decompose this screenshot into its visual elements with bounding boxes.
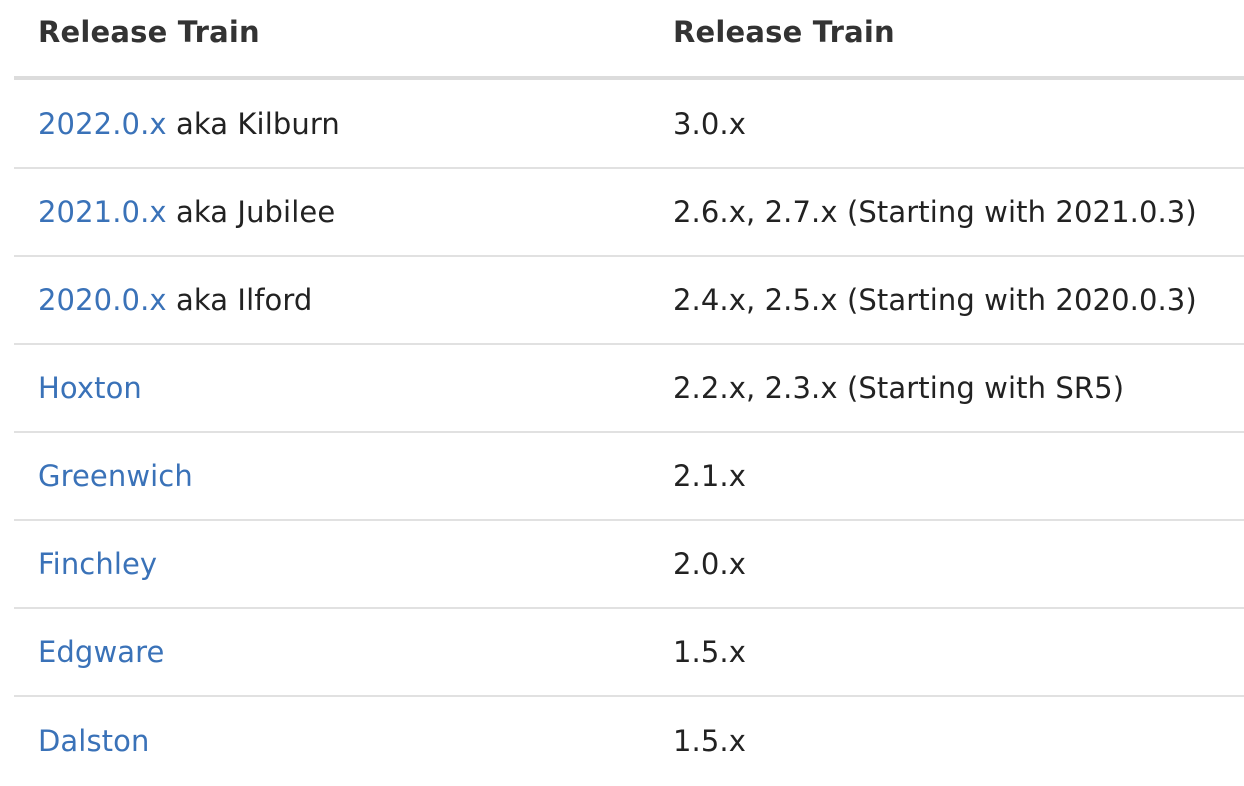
release-cell: Hoxton xyxy=(38,371,142,405)
boot-version-cell: 2.1.x xyxy=(673,459,746,493)
release-cell: 2020.0.x aka Ilford xyxy=(38,283,312,317)
table-row: Dalston 1.5.x xyxy=(14,697,1244,785)
release-cell: 2021.0.x aka Jubilee xyxy=(38,195,335,229)
boot-version-cell: 2.0.x xyxy=(673,547,746,581)
table-row: 2021.0.x aka Jubilee 2.6.x, 2.7.x (Start… xyxy=(14,169,1244,257)
release-cell: Finchley xyxy=(38,547,157,581)
release-link-2020[interactable]: 2020.0.x xyxy=(38,283,167,317)
release-cell: Edgware xyxy=(38,635,164,669)
release-cell: Greenwich xyxy=(38,459,193,493)
table-row: 2022.0.x aka Kilburn 3.0.x xyxy=(14,80,1244,169)
release-alias: aka Jubilee xyxy=(166,195,336,229)
table-row: Greenwich 2.1.x xyxy=(14,433,1244,521)
release-cell: Dalston xyxy=(38,724,149,758)
release-link-hoxton[interactable]: Hoxton xyxy=(38,371,142,405)
release-link-greenwich[interactable]: Greenwich xyxy=(38,459,193,493)
header-release-train: Release Train xyxy=(38,15,260,49)
table-row: Hoxton 2.2.x, 2.3.x (Starting with SR5) xyxy=(14,345,1244,433)
release-link-edgware[interactable]: Edgware xyxy=(38,635,165,669)
release-train-table: Release Train Release Train 2022.0.x aka… xyxy=(14,0,1244,785)
boot-version-cell: 1.5.x xyxy=(673,724,746,758)
boot-version-cell: 1.5.x xyxy=(673,635,746,669)
table-row: Finchley 2.0.x xyxy=(14,521,1244,609)
release-link-dalston[interactable]: Dalston xyxy=(38,724,150,758)
boot-version-cell: 2.6.x, 2.7.x (Starting with 2021.0.3) xyxy=(673,195,1197,229)
boot-version-cell: 2.4.x, 2.5.x (Starting with 2020.0.3) xyxy=(673,283,1197,317)
header-release-train-2: Release Train xyxy=(673,15,895,49)
release-link-2021[interactable]: 2021.0.x xyxy=(38,195,167,229)
boot-version-cell: 2.2.x, 2.3.x (Starting with SR5) xyxy=(673,371,1125,405)
table-row: 2020.0.x aka Ilford 2.4.x, 2.5.x (Starti… xyxy=(14,257,1244,345)
release-link-finchley[interactable]: Finchley xyxy=(38,547,158,581)
table-row: Edgware 1.5.x xyxy=(14,609,1244,697)
table-header-row: Release Train Release Train xyxy=(14,0,1244,80)
release-alias: aka Kilburn xyxy=(166,106,340,141)
boot-version-cell: 3.0.x xyxy=(673,106,746,141)
release-alias: aka Ilford xyxy=(166,283,313,317)
release-cell: 2022.0.x aka Kilburn xyxy=(38,107,340,141)
release-link-2022[interactable]: 2022.0.x xyxy=(38,106,167,141)
